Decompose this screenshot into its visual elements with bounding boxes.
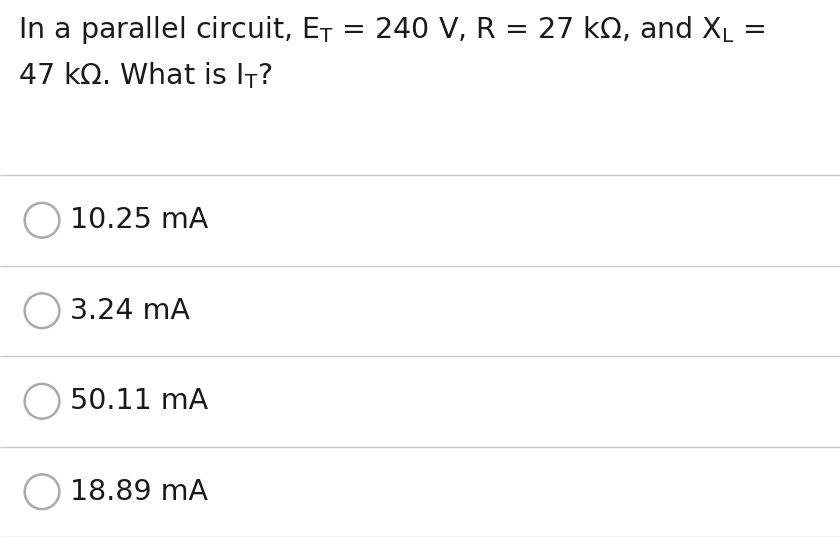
Text: 50.11 mA: 50.11 mA [70,387,208,415]
Point [35,216,49,224]
Point [35,488,49,496]
Text: 10.25 mA: 10.25 mA [70,206,208,234]
Point [35,397,49,405]
Text: 3.24 mA: 3.24 mA [70,297,190,325]
Point [35,307,49,315]
Text: In a parallel circuit, $\mathregular{E_T}$ = 240 V, R = 27 k$\Omega$, and $\math: In a parallel circuit, $\mathregular{E_T… [18,14,765,46]
Text: 47 k$\Omega$. What is $\mathregular{I_T}$?: 47 k$\Omega$. What is $\mathregular{I_T}… [18,60,272,91]
Text: 18.89 mA: 18.89 mA [70,478,208,506]
